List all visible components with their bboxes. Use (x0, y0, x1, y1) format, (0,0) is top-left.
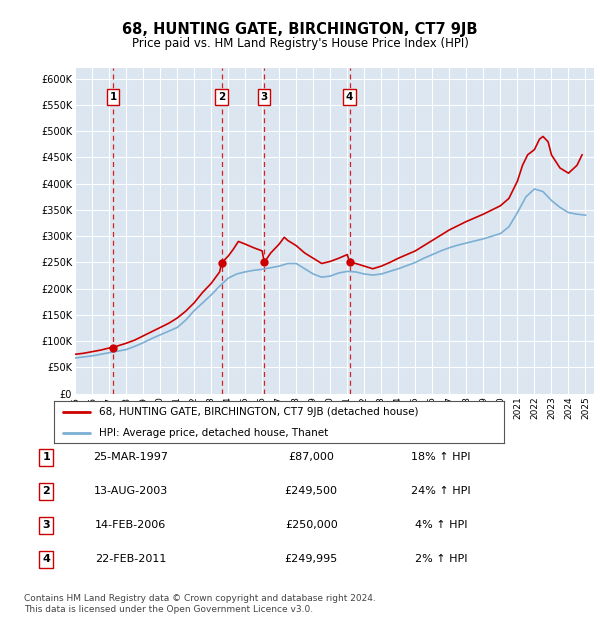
Text: £250,000: £250,000 (285, 520, 338, 531)
Text: 2: 2 (218, 92, 226, 102)
Text: 2% ↑ HPI: 2% ↑ HPI (415, 554, 467, 564)
Text: 3: 3 (260, 92, 268, 102)
Text: £249,500: £249,500 (285, 487, 338, 497)
Text: £249,995: £249,995 (284, 554, 338, 564)
Text: £87,000: £87,000 (289, 453, 334, 463)
Text: 25-MAR-1997: 25-MAR-1997 (94, 453, 168, 463)
Text: HPI: Average price, detached house, Thanet: HPI: Average price, detached house, Than… (99, 428, 328, 438)
Text: 24% ↑ HPI: 24% ↑ HPI (411, 487, 471, 497)
Text: 18% ↑ HPI: 18% ↑ HPI (411, 453, 471, 463)
Text: 68, HUNTING GATE, BIRCHINGTON, CT7 9JB: 68, HUNTING GATE, BIRCHINGTON, CT7 9JB (122, 22, 478, 37)
Text: Contains HM Land Registry data © Crown copyright and database right 2024.
This d: Contains HM Land Registry data © Crown c… (23, 594, 376, 614)
Text: 4: 4 (346, 92, 353, 102)
Text: 14-FEB-2006: 14-FEB-2006 (95, 520, 166, 531)
Text: Price paid vs. HM Land Registry's House Price Index (HPI): Price paid vs. HM Land Registry's House … (131, 37, 469, 50)
Text: 4: 4 (42, 554, 50, 564)
Text: 1: 1 (109, 92, 116, 102)
Text: 3: 3 (43, 520, 50, 531)
Text: 68, HUNTING GATE, BIRCHINGTON, CT7 9JB (detached house): 68, HUNTING GATE, BIRCHINGTON, CT7 9JB (… (99, 407, 419, 417)
Text: 4% ↑ HPI: 4% ↑ HPI (415, 520, 467, 531)
Text: 1: 1 (43, 453, 50, 463)
Text: 13-AUG-2003: 13-AUG-2003 (94, 487, 168, 497)
Text: 22-FEB-2011: 22-FEB-2011 (95, 554, 166, 564)
Text: 2: 2 (43, 487, 50, 497)
